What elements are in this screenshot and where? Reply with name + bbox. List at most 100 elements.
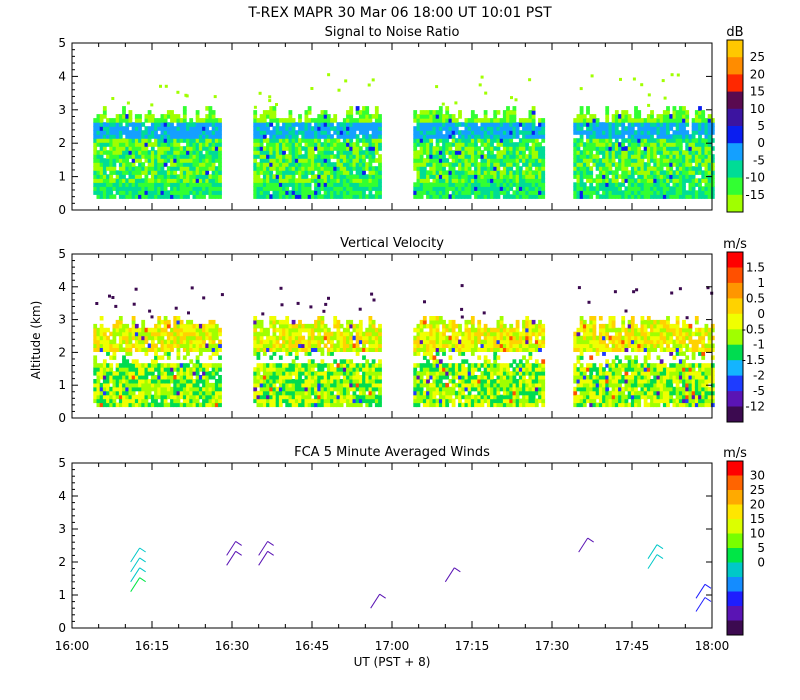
snr-cell	[640, 142, 645, 147]
snr-cell	[330, 174, 334, 179]
velocity-cell	[304, 394, 309, 400]
snr-cell	[378, 114, 382, 119]
snr-cell	[656, 194, 661, 199]
snr-cell	[515, 190, 520, 195]
snr-cell	[115, 130, 120, 135]
snr-cell	[621, 130, 626, 135]
colorbar-swatch	[727, 160, 743, 179]
velocity-cell	[282, 319, 286, 325]
snr-cell	[208, 182, 213, 187]
velocity-cell	[333, 386, 338, 392]
snr-cell	[378, 174, 382, 179]
snr-cell	[208, 118, 213, 123]
velocity-cell	[176, 363, 181, 368]
snr-cell	[598, 158, 603, 163]
velocity-cell	[253, 390, 258, 396]
velocity-cell	[355, 363, 360, 368]
snr-cell	[349, 190, 354, 195]
snr-cell	[496, 166, 501, 171]
snr-cell	[422, 174, 427, 179]
velocity-cell	[182, 394, 187, 400]
velocity-cell	[131, 335, 136, 341]
velocity-cell	[166, 390, 171, 396]
snr-cell	[176, 154, 181, 159]
snr-cell	[522, 146, 526, 151]
snr-speckle	[150, 103, 154, 107]
snr-cell	[502, 134, 507, 139]
snr-cell	[275, 182, 280, 187]
velocity-cell	[272, 339, 277, 345]
snr-cell	[525, 162, 530, 167]
snr-cell	[253, 118, 258, 123]
snr-cell	[691, 166, 696, 171]
snr-cell	[592, 154, 597, 159]
velocity-cell	[182, 347, 187, 352]
snr-cell	[211, 134, 216, 139]
snr-cell	[499, 170, 504, 175]
velocity-cell	[202, 390, 206, 396]
velocity-cell	[346, 367, 350, 372]
velocity-cell	[198, 363, 203, 368]
snr-cell	[266, 122, 270, 127]
velocity-cell	[131, 390, 136, 396]
snr-cell	[125, 162, 130, 167]
snr-cell	[682, 178, 686, 183]
snr-cell	[704, 162, 709, 167]
snr-cell	[701, 186, 706, 191]
snr-cell	[467, 130, 472, 135]
velocity-cell	[307, 394, 312, 400]
snr-cell	[646, 178, 651, 183]
snr-cell	[320, 174, 325, 179]
snr-cell	[333, 194, 338, 199]
snr-cell	[445, 186, 450, 191]
snr-cell	[282, 166, 286, 171]
velocity-cell	[160, 339, 165, 345]
snr-cell	[208, 166, 213, 171]
velocity-cell	[352, 394, 357, 400]
snr-cell	[678, 190, 683, 195]
snr-cell	[371, 158, 376, 163]
snr-cell	[368, 146, 373, 151]
snr-cell	[358, 178, 363, 183]
velocity-cell	[208, 323, 213, 329]
velocity-cell	[429, 398, 434, 404]
snr-cell	[294, 138, 299, 143]
velocity-cell	[298, 363, 302, 368]
velocity-cell	[355, 402, 360, 408]
snr-cell	[355, 106, 360, 111]
snr-cell	[474, 194, 478, 199]
snr-cell	[253, 190, 258, 195]
velocity-cell	[99, 371, 104, 376]
snr-cell	[371, 122, 376, 127]
snr-cell	[656, 122, 661, 127]
snr-cell	[362, 194, 366, 199]
snr-cell	[317, 178, 322, 183]
snr-cell	[176, 194, 181, 199]
snr-cell	[291, 130, 296, 135]
velocity-cell	[355, 394, 360, 400]
snr-cell	[275, 162, 280, 167]
snr-cell	[320, 158, 325, 163]
snr-cell	[675, 114, 680, 119]
colorbar-label: 20	[750, 67, 765, 81]
velocity-cell	[298, 379, 302, 384]
snr-cell	[707, 114, 712, 119]
velocity-cell	[371, 335, 376, 341]
snr-cell	[298, 146, 302, 151]
velocity-cell	[429, 363, 434, 368]
snr-cell	[128, 122, 133, 127]
snr-cell	[336, 126, 341, 131]
snr-cell	[378, 158, 382, 163]
snr-cell	[496, 130, 501, 135]
snr-cell	[323, 146, 328, 151]
velocity-cell	[323, 327, 328, 333]
velocity-cell	[349, 363, 354, 368]
snr-cell	[262, 154, 267, 159]
velocity-cell	[102, 398, 107, 404]
velocity-cell	[202, 335, 206, 341]
velocity-cell	[157, 339, 162, 345]
velocity-cell	[189, 390, 194, 396]
snr-cell	[448, 174, 453, 179]
snr-cell	[477, 178, 482, 183]
